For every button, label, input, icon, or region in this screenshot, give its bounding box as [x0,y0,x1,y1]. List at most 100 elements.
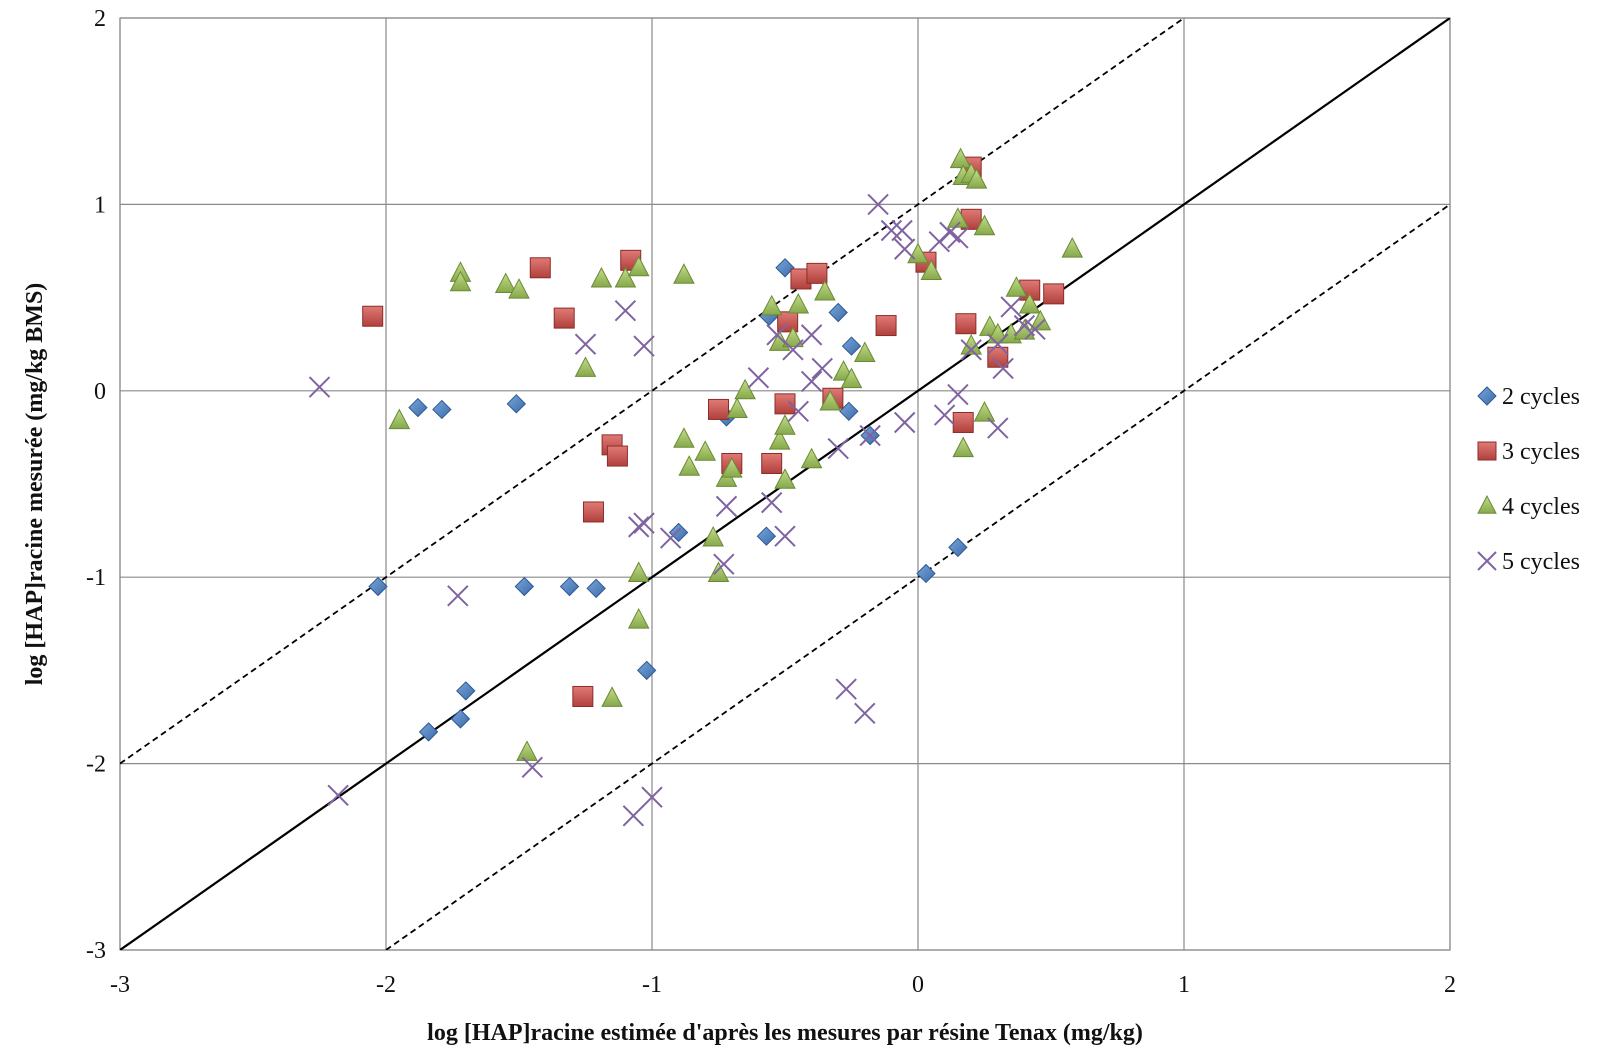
data-point-square [987,346,1009,368]
data-point-square [761,452,783,474]
data-points [308,147,1084,827]
data-point-x [659,527,682,549]
data-point-triangle [494,272,517,294]
data-point-triangle [965,168,988,189]
y-tick-label: -1 [86,565,106,591]
x-tick-label: 1 [1178,972,1190,998]
data-point-triangle [614,266,637,288]
grid [119,17,1451,951]
data-point-x [800,324,823,346]
data-point-triangle [702,525,725,547]
data-point-triangle [1018,292,1041,314]
data-point-triangle [574,356,597,377]
x-tick-label: -2 [376,972,396,998]
data-point-triangle [947,207,969,228]
data-point-x [747,367,770,389]
data-point-triangle [449,270,472,292]
data-point-square [777,311,799,333]
data-point-square [529,257,551,279]
data-point-triangle [949,147,972,169]
data-point-x [827,437,849,460]
y-axis-title: log [HAP]racine mesurée (mg/kg BMS) [22,283,48,686]
data-point-x [715,495,738,518]
data-point-square [955,313,977,335]
data-point-triangle [840,367,863,389]
data-point-square [606,445,628,467]
data-point-square [582,501,604,523]
data-point-x [633,512,655,534]
legend-label: 3 cycles [1502,439,1580,465]
data-point-diamond [775,258,795,278]
data-point-diamond [636,660,657,681]
data-point-triangle [814,279,836,301]
tolerance-line-dashed [120,18,1185,765]
data-point-square [875,315,897,337]
data-point-triangle [768,429,791,450]
data-point-x [327,784,349,806]
data-point-x [893,411,916,434]
data-point-triangle [720,457,743,478]
data-point-x [933,404,956,426]
data-point-diamond [418,722,439,742]
data-point-triangle [774,414,796,435]
y-tick-labels: -3 -2 -1 0 1 2 [86,6,106,964]
legend-item: 2 cycles [1477,384,1580,410]
data-point-x [854,702,876,724]
data-point-x [614,299,637,322]
data-point-triangle [952,436,975,458]
legend-marker [1477,386,1497,406]
data-point-x [633,335,655,357]
y-tick-label: 1 [94,192,106,218]
data-point-x [859,424,881,447]
data-point-triangle [973,214,996,236]
data-point-triangle [673,263,695,284]
data-point-square [553,307,575,329]
data-point-triangle [853,341,876,363]
data-point-triangle [726,397,748,418]
x-tick-label: -1 [642,972,662,998]
data-point-triangle [819,389,842,411]
data-point-square [708,398,729,420]
data-point-x [987,417,1009,439]
data-point-x [627,516,650,538]
legend: 2 cycles 3 cycles 4 cycles 5 cycles [1477,384,1580,575]
data-point-diamond [432,399,452,420]
data-point-diamond [450,709,471,729]
plot-area-border [119,17,1451,951]
data-point-triangle [388,408,411,430]
data-point-triangle [787,292,810,314]
data-point-triangle [516,740,538,761]
legend-marker [1477,551,1497,571]
data-point-square [362,305,384,327]
legend-item: 4 cycles [1477,494,1580,520]
data-point-square [952,411,974,433]
data-point-diamond [456,681,476,701]
data-point-x [947,227,969,249]
x-tick-label: -3 [110,972,130,998]
tolerance-line-dashed [385,203,1450,950]
data-point-triangle [1061,237,1084,258]
data-point-diamond [828,302,848,323]
data-point-diamond [559,576,580,597]
x-tick-label: 2 [1444,972,1456,998]
legend-label: 4 cycles [1502,494,1580,520]
data-point-diamond [916,563,936,584]
data-point-x [1000,296,1022,318]
data-point-diamond [841,336,862,356]
x-tick-labels: -3 -2 -1 0 1 2 [110,972,1456,998]
series-4 [308,193,1046,827]
data-point-x [947,383,969,406]
data-point-triangle [627,255,650,277]
x-tick-label: 0 [912,972,924,998]
data-point-triangle [774,468,796,489]
data-point-x [713,553,735,575]
data-point-x [893,238,916,260]
data-point-triangle [673,427,695,448]
data-point-diamond [514,576,535,597]
data-point-x [987,333,1009,355]
data-point-diamond [408,397,428,418]
data-point-x [867,193,889,216]
data-point-diamond [668,522,689,543]
legend-item: 5 cycles [1477,549,1580,575]
data-point-x [992,357,1014,380]
